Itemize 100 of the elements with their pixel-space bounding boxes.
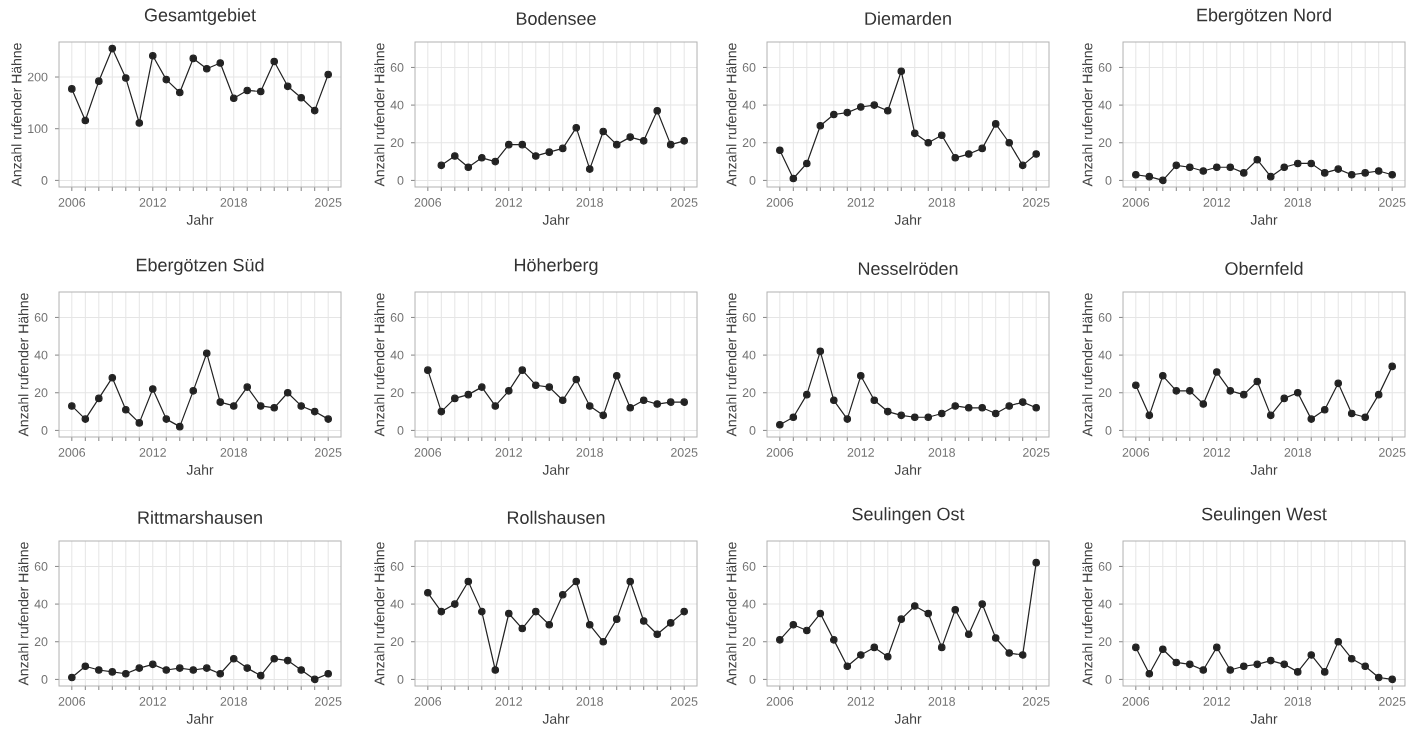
point bbox=[202, 349, 211, 358]
point bbox=[830, 110, 838, 119]
point bbox=[451, 394, 459, 403]
y-tick-label: 60 bbox=[34, 562, 48, 571]
x-tick-label: 2018 bbox=[928, 697, 955, 706]
x-tick-label: 2025 bbox=[1379, 448, 1406, 457]
y-axis-title: Anzahl rufender Hähne bbox=[18, 293, 29, 437]
point bbox=[585, 165, 594, 173]
point bbox=[243, 86, 252, 95]
x-tick-label: 2012 bbox=[1203, 697, 1230, 706]
point bbox=[1132, 170, 1140, 179]
y-tick-label: 60 bbox=[742, 63, 756, 72]
point bbox=[1374, 167, 1383, 175]
point bbox=[666, 619, 675, 627]
point bbox=[1032, 558, 1040, 567]
point bbox=[310, 675, 319, 684]
y-tick-label: 40 bbox=[34, 599, 48, 609]
point bbox=[464, 163, 473, 172]
point bbox=[81, 116, 90, 125]
y-tick-label: 200 bbox=[27, 72, 48, 82]
point bbox=[1293, 159, 1302, 168]
point bbox=[148, 660, 157, 669]
point bbox=[1374, 390, 1383, 399]
point bbox=[95, 666, 103, 674]
y-tick-label: 60 bbox=[34, 313, 48, 322]
y-tick-label: 0 bbox=[749, 426, 756, 435]
point bbox=[1212, 643, 1221, 652]
point bbox=[324, 415, 332, 423]
point bbox=[1253, 660, 1262, 669]
point bbox=[518, 624, 527, 633]
y-tick-label: 0 bbox=[749, 675, 756, 684]
point bbox=[789, 413, 798, 422]
point bbox=[843, 108, 852, 117]
point bbox=[122, 405, 130, 414]
point bbox=[122, 669, 130, 678]
x-tick-label: 2012 bbox=[1203, 448, 1230, 457]
chart-title: Nesselröden bbox=[858, 261, 958, 275]
point bbox=[1199, 666, 1208, 674]
point bbox=[518, 140, 527, 149]
x-axis-title: Jahr bbox=[894, 713, 922, 724]
point bbox=[437, 607, 446, 616]
point bbox=[189, 54, 198, 63]
y-tick-label: 40 bbox=[390, 100, 404, 110]
point bbox=[653, 106, 662, 115]
x-tick-label: 2025 bbox=[315, 697, 342, 706]
point bbox=[585, 402, 594, 410]
x-tick-label: 2006 bbox=[766, 198, 794, 207]
point bbox=[68, 402, 76, 410]
point bbox=[612, 615, 621, 623]
x-tick-label: 2012 bbox=[847, 448, 874, 457]
point bbox=[1239, 662, 1248, 671]
point bbox=[424, 366, 432, 374]
point bbox=[1280, 660, 1289, 669]
x-tick-label: 2006 bbox=[1122, 198, 1150, 207]
y-tick-label: 20 bbox=[390, 138, 404, 148]
point bbox=[243, 383, 252, 391]
point bbox=[270, 404, 279, 412]
point bbox=[135, 664, 144, 672]
y-axis-title: Anzahl rufender Hähne bbox=[18, 542, 29, 686]
point bbox=[424, 588, 432, 597]
y-tick-label: 40 bbox=[742, 100, 756, 110]
x-tick-label: 2025 bbox=[1379, 697, 1406, 706]
point bbox=[680, 137, 688, 145]
point bbox=[270, 654, 279, 663]
x-tick-label: 2018 bbox=[928, 448, 955, 457]
y-tick-label: 40 bbox=[34, 350, 48, 360]
point bbox=[95, 77, 103, 85]
x-tick-label: 2006 bbox=[766, 448, 794, 457]
y-tick-label: 0 bbox=[41, 176, 48, 185]
point bbox=[1280, 394, 1289, 403]
point bbox=[599, 637, 608, 646]
y-axis-title: Anzahl rufender Hähne bbox=[374, 542, 385, 686]
x-axis-title: Jahr bbox=[186, 464, 214, 475]
point bbox=[1018, 651, 1027, 659]
point bbox=[897, 615, 906, 623]
point bbox=[256, 671, 265, 680]
y-tick-label: 0 bbox=[397, 675, 404, 684]
point bbox=[1186, 660, 1194, 669]
y-tick-label: 60 bbox=[1098, 313, 1112, 322]
point bbox=[1320, 169, 1329, 177]
point bbox=[856, 103, 865, 111]
point bbox=[1132, 381, 1140, 390]
x-tick-label: 2006 bbox=[414, 697, 442, 706]
x-tick-label: 2018 bbox=[576, 448, 603, 457]
point bbox=[478, 154, 486, 162]
y-tick-label: 20 bbox=[34, 637, 48, 647]
point bbox=[1018, 161, 1027, 170]
x-tick-label: 2018 bbox=[576, 198, 603, 207]
point bbox=[572, 123, 581, 132]
x-tick-label: 2025 bbox=[671, 448, 698, 457]
point bbox=[924, 609, 933, 618]
point bbox=[951, 154, 960, 162]
x-tick-label: 2012 bbox=[495, 697, 522, 706]
x-tick-label: 2025 bbox=[315, 448, 342, 457]
x-axis-title: Jahr bbox=[894, 464, 922, 475]
point bbox=[830, 396, 838, 405]
point bbox=[1361, 413, 1369, 422]
point bbox=[95, 394, 103, 403]
point bbox=[491, 666, 500, 674]
point bbox=[803, 159, 811, 168]
